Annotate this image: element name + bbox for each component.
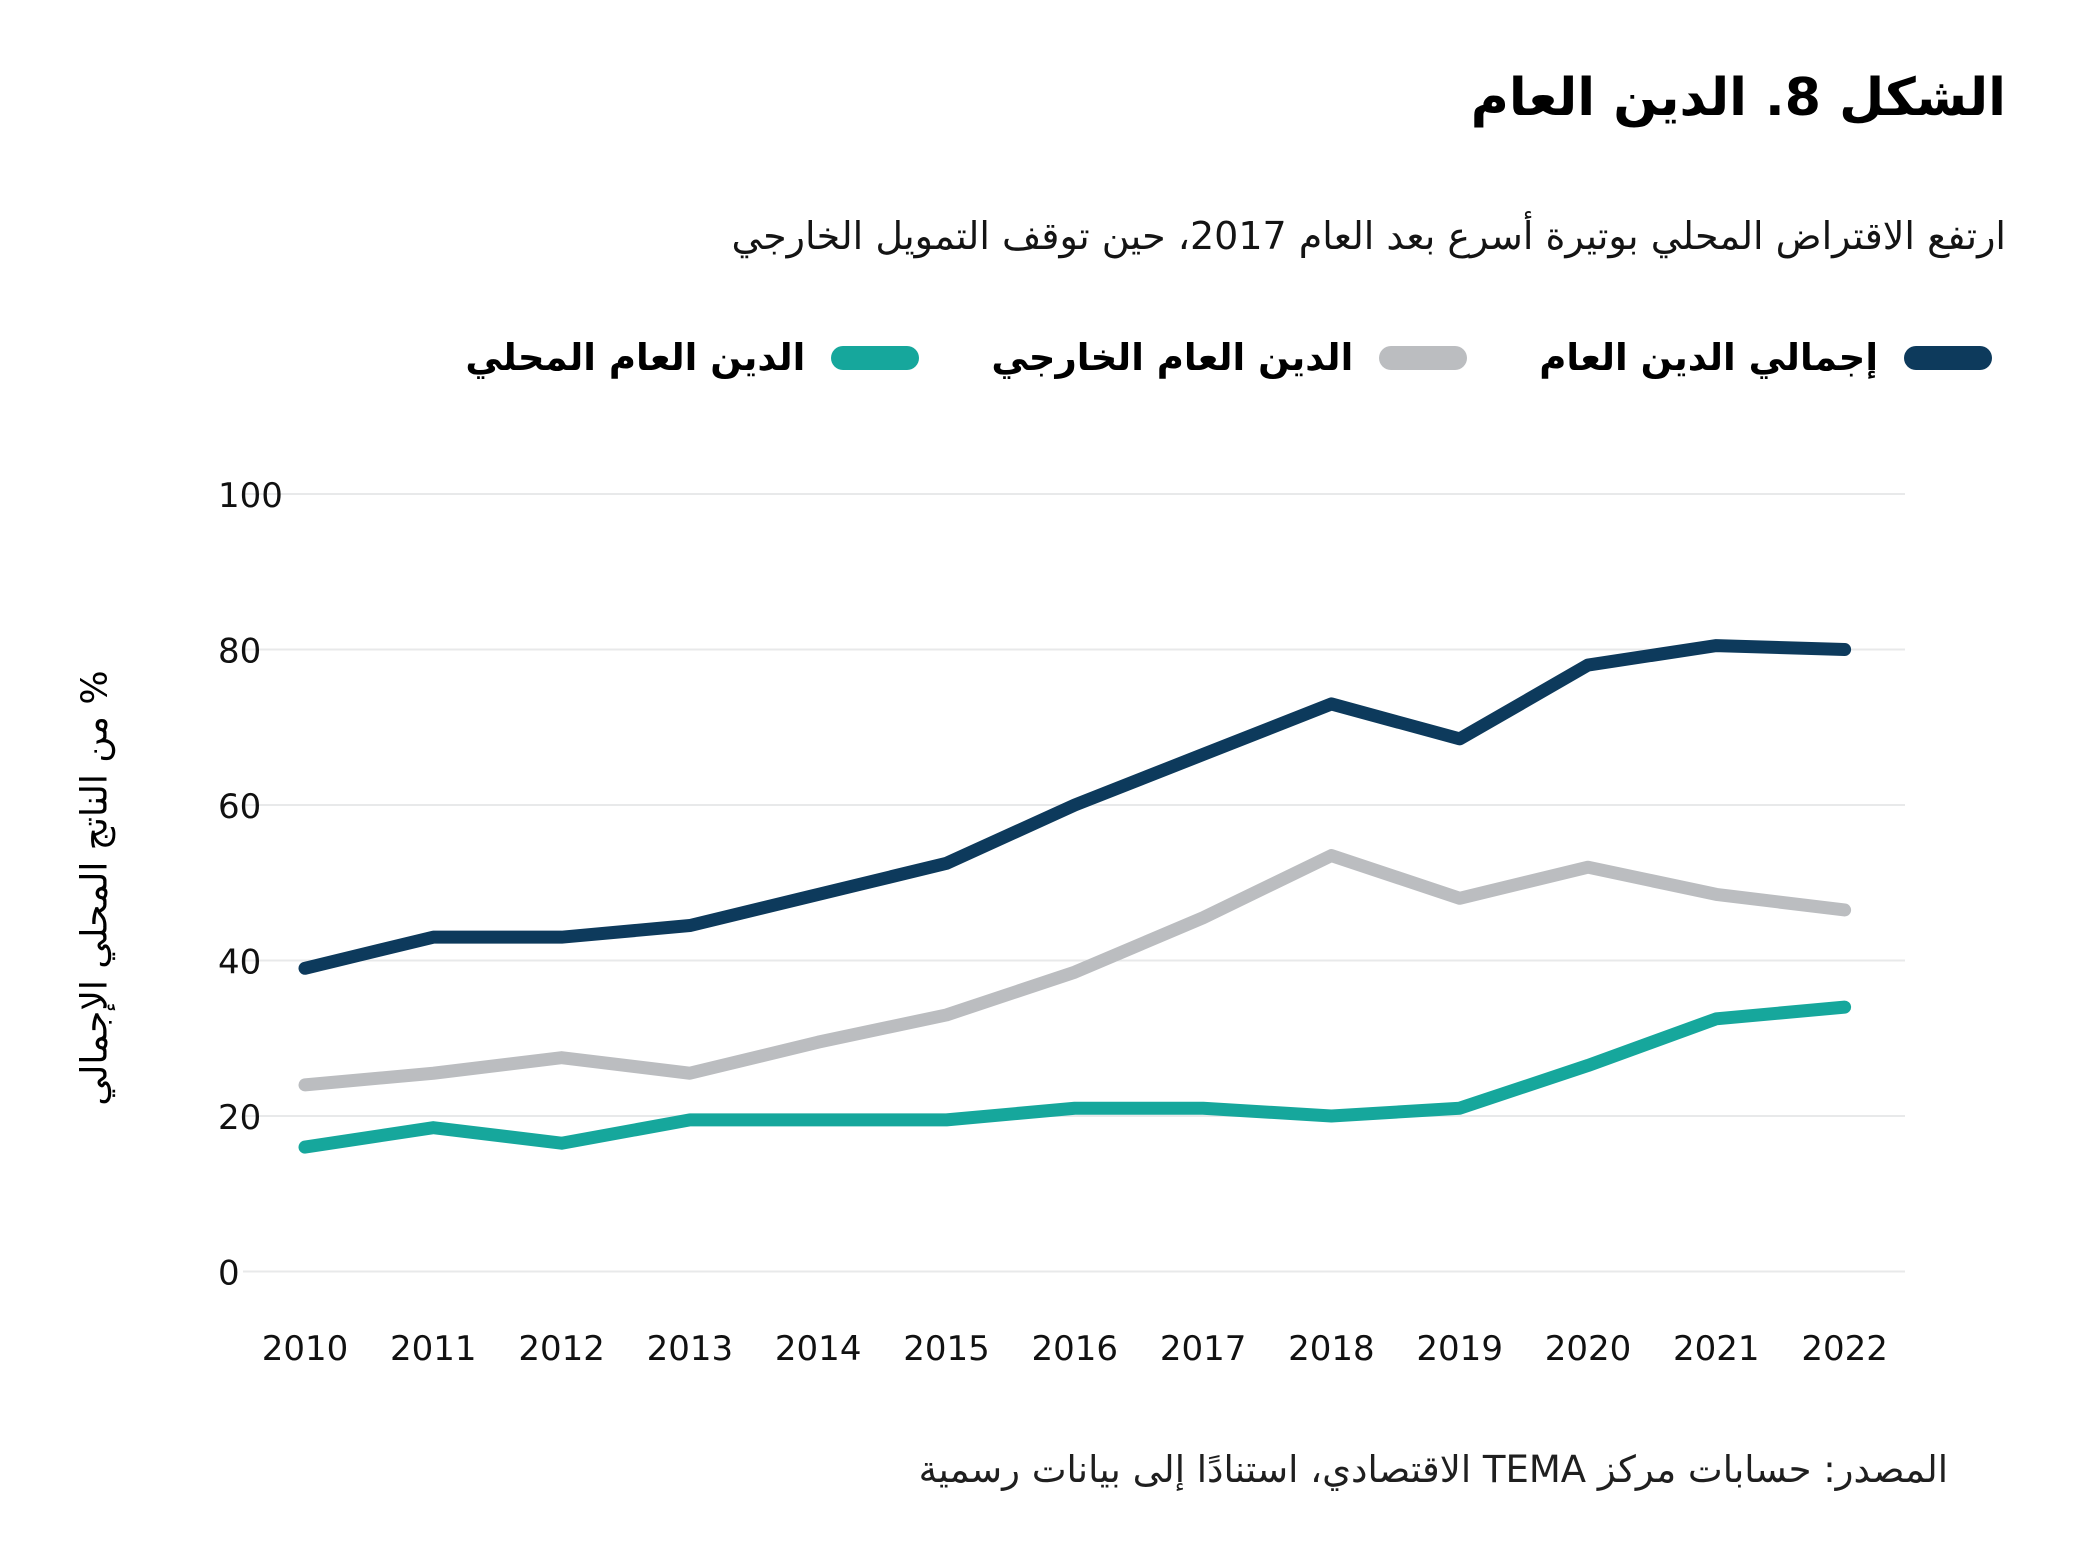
x-tick-label-2015: 2015 bbox=[903, 1329, 990, 1369]
y-tick-label-0: 0 bbox=[218, 1254, 240, 1294]
x-tick-label-2018: 2018 bbox=[1288, 1329, 1375, 1369]
total-debt-swatch-icon bbox=[1904, 345, 1992, 370]
legend-label-external-debt: الدين العام الخارجي bbox=[991, 336, 1354, 379]
legend-item-external-debt: الدين العام الخارجي bbox=[991, 336, 1468, 379]
legend-item-domestic-debt: الدين العام المحلي bbox=[465, 336, 920, 379]
x-tick-label-2021: 2021 bbox=[1673, 1329, 1760, 1369]
x-tick-label-2013: 2013 bbox=[647, 1329, 734, 1369]
legend-item-total-debt: إجمالي الدين العام bbox=[1539, 336, 1992, 379]
figure-subtitle: ارتفع الاقتراض المحلي بوتيرة أسرع بعد ال… bbox=[731, 214, 2006, 258]
source-note: المصدر: حسابات مركز TEMA الاقتصادي، استن… bbox=[918, 1448, 1948, 1491]
chart-legend: إجمالي الدين العام الدين العام الخارجي ا… bbox=[465, 336, 1992, 379]
legend-label-total-debt: إجمالي الدين العام bbox=[1539, 336, 1878, 379]
x-tick-label-2019: 2019 bbox=[1416, 1329, 1503, 1369]
y-tick-label-20: 20 bbox=[218, 1098, 261, 1138]
y-tick-label-80: 80 bbox=[218, 632, 261, 672]
y-tick-label-40: 40 bbox=[218, 943, 261, 983]
x-tick-label-2022: 2022 bbox=[1801, 1329, 1888, 1369]
figure-title: الشكل 8. الدين العام bbox=[1470, 68, 2006, 128]
external-debt-swatch-icon bbox=[1379, 345, 1468, 370]
domestic-debt-swatch-icon bbox=[831, 345, 920, 370]
x-tick-label-2012: 2012 bbox=[518, 1329, 605, 1369]
x-tick-label-2017: 2017 bbox=[1160, 1329, 1247, 1369]
x-tick-label-2016: 2016 bbox=[1032, 1329, 1119, 1369]
x-tick-label-2011: 2011 bbox=[390, 1329, 477, 1369]
series-line-1 bbox=[298, 849, 1852, 1092]
x-tick-label-2020: 2020 bbox=[1545, 1329, 1632, 1369]
series-line-2 bbox=[298, 1000, 1852, 1154]
x-tick-label-2010: 2010 bbox=[262, 1329, 349, 1369]
y-tick-label-60: 60 bbox=[218, 787, 261, 827]
y-tick-label-100: 100 bbox=[218, 476, 283, 516]
legend-label-domestic-debt: الدين العام المحلي bbox=[465, 336, 806, 379]
series-line-0 bbox=[298, 639, 1852, 975]
x-tick-label-2014: 2014 bbox=[775, 1329, 862, 1369]
